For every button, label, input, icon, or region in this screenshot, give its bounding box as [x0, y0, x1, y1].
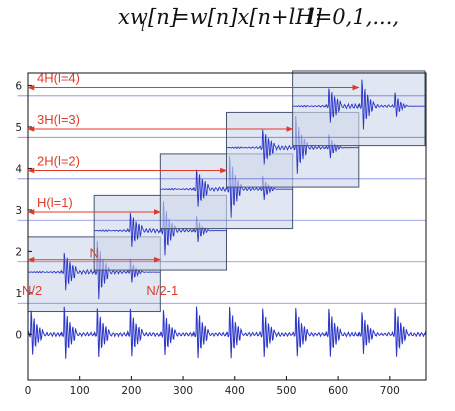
formula: xw l [n] =w[n]x[n+lH] l=0,1,..., [118, 5, 399, 34]
y-tick-label: 5 [15, 122, 22, 134]
x-tick-label: 100 [70, 385, 90, 397]
formula-lhs-main: xw [118, 5, 148, 29]
frame-waveform-1 [94, 201, 227, 256]
frame-waveform-0 [27, 240, 161, 300]
formula-range: l=0,1,..., [308, 5, 399, 29]
formula-rhs: =w[n]x[n+lH] [172, 5, 323, 29]
x-tick-label: 700 [380, 385, 400, 397]
y-tick-label: 3 [15, 205, 22, 217]
y-tick-label: 2 [15, 246, 22, 258]
x-tick-label: 600 [328, 385, 348, 397]
hop-label-3: 3H(l=3) [37, 112, 80, 127]
y-tick-label: 0 [15, 329, 22, 341]
x-tick-label: 200 [121, 385, 141, 397]
plot-frame [27, 72, 427, 381]
x-tick-label: 0 [25, 385, 32, 397]
frame-waveform-2 [160, 156, 293, 218]
signal-waveform [27, 306, 427, 359]
y-tick-label: 1 [15, 288, 22, 300]
x-tick-label: 500 [276, 385, 296, 397]
frame-waveform-3 [226, 115, 359, 174]
formula-lhs-sub: l [141, 20, 145, 34]
frame-box-4 [292, 70, 426, 147]
window-left-label: -N/2 [18, 283, 43, 298]
hop-label-1: H(l=1) [37, 195, 73, 210]
window-right-label: N/2-1 [146, 283, 178, 298]
hop-label-4: 4H(l=4) [37, 71, 80, 86]
y-tick-label: 4 [15, 163, 22, 175]
formula-lhs-arg: [n] [148, 5, 179, 29]
window-length-label: N [89, 246, 98, 261]
x-tick-label: 300 [173, 385, 193, 397]
y-tick-label: 6 [15, 80, 22, 92]
x-tick-label: 400 [225, 385, 245, 397]
frame-waveform-4 [292, 79, 425, 130]
hop-label-2: 2H(l=2) [37, 153, 80, 168]
plot-area: 0 100 200 300 400 500 600 700 0 1 2 3 4 5 6 H(l=1) 2H(l=… [15, 70, 427, 397]
